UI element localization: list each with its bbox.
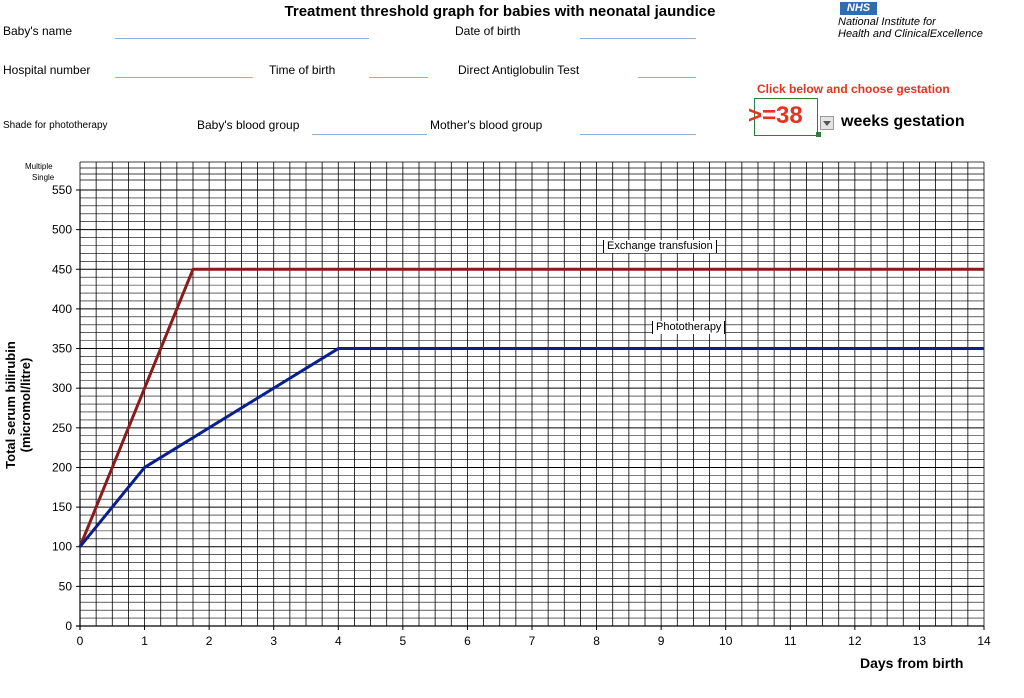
y-tick-label: 550 bbox=[52, 183, 72, 197]
x-tick-label: 8 bbox=[593, 634, 600, 648]
y-tick-label: 100 bbox=[52, 540, 72, 554]
x-tick-label: 3 bbox=[270, 634, 277, 648]
x-tick-label: 6 bbox=[464, 634, 471, 648]
exchange-transfusion-line bbox=[78, 267, 984, 548]
x-tick-label: 13 bbox=[913, 634, 927, 648]
nice-line-2: Health and ClinicalExcellence bbox=[838, 28, 983, 40]
babys-blood-group-field[interactable] bbox=[312, 120, 427, 135]
x-tick-label: 9 bbox=[658, 634, 665, 648]
gestation-selector[interactable] bbox=[754, 98, 818, 136]
y-tick-label: 300 bbox=[52, 381, 72, 395]
y-tick-label: 150 bbox=[52, 500, 72, 514]
series-lines bbox=[78, 267, 984, 548]
x-tick-label: 10 bbox=[719, 634, 733, 648]
babys-name-field[interactable] bbox=[115, 24, 369, 39]
chart-axes bbox=[76, 189, 985, 630]
x-axis-title: Days from birth bbox=[860, 655, 964, 671]
y-tick-label: 450 bbox=[52, 262, 72, 276]
babys-blood-group-label: Baby's blood group bbox=[197, 118, 300, 132]
y-tick-label: 200 bbox=[52, 460, 72, 474]
hospital-number-field[interactable] bbox=[115, 63, 253, 78]
x-tick-label: 5 bbox=[400, 634, 407, 648]
phototherapy-label: Phototherapy bbox=[652, 321, 726, 334]
exchange-transfusion-label: Exchange transfusion bbox=[603, 240, 717, 253]
page-title: Treatment threshold graph for babies wit… bbox=[284, 3, 716, 20]
babys-name-label: Baby's name bbox=[3, 24, 72, 38]
cell-selection-handle bbox=[816, 132, 821, 137]
gestation-suffix: weeks gestation bbox=[841, 113, 965, 130]
gestation-value[interactable]: >=38 bbox=[748, 102, 803, 129]
nice-line-1: National Institute for bbox=[838, 16, 936, 28]
x-tick-label: 11 bbox=[784, 634, 797, 648]
chevron-down-icon bbox=[823, 121, 831, 126]
x-tick-label: 12 bbox=[848, 634, 862, 648]
x-tick-label: 4 bbox=[335, 634, 342, 648]
x-tick-label: 1 bbox=[141, 634, 148, 648]
time-of-birth-field[interactable] bbox=[369, 63, 428, 78]
nhs-logo: NHS bbox=[840, 2, 877, 15]
shade-phototherapy-label: Shade for phototherapy bbox=[3, 120, 108, 131]
dat-field[interactable] bbox=[638, 63, 696, 78]
single-row-label: Single bbox=[32, 173, 55, 182]
phototherapy-line bbox=[78, 347, 984, 548]
mothers-blood-group-label: Mother's blood group bbox=[430, 118, 543, 132]
gestation-instruction: Click below and choose gestation bbox=[757, 82, 950, 96]
mothers-blood-group-field[interactable] bbox=[580, 120, 696, 135]
time-of-birth-label: Time of birth bbox=[269, 63, 336, 77]
x-tick-label: 14 bbox=[977, 634, 991, 648]
hospital-number-label: Hospital number bbox=[3, 63, 91, 77]
y-tick-label: 0 bbox=[65, 619, 72, 633]
x-tick-label: 0 bbox=[77, 634, 84, 648]
x-tick-label: 2 bbox=[206, 634, 213, 648]
y-tick-label: 400 bbox=[52, 302, 72, 316]
nice-org-name: National Institute for Health and Clinic… bbox=[838, 16, 983, 40]
dat-label: Direct Antiglobulin Test bbox=[458, 63, 580, 77]
y-tick-label: 250 bbox=[52, 421, 72, 435]
multiple-row-label: Multiple bbox=[25, 162, 53, 171]
x-tick-label: 7 bbox=[529, 634, 536, 648]
date-of-birth-field[interactable] bbox=[580, 24, 696, 39]
chart-grid bbox=[79, 162, 985, 627]
date-of-birth-label: Date of birth bbox=[455, 24, 521, 38]
y-tick-label: 50 bbox=[59, 579, 73, 593]
y-tick-label: 500 bbox=[52, 223, 72, 237]
gestation-dropdown-button[interactable] bbox=[820, 116, 834, 130]
y-tick-label: 350 bbox=[52, 342, 72, 356]
y-axis-title: Total serum bilirubin (micromol/litre) bbox=[3, 341, 33, 469]
